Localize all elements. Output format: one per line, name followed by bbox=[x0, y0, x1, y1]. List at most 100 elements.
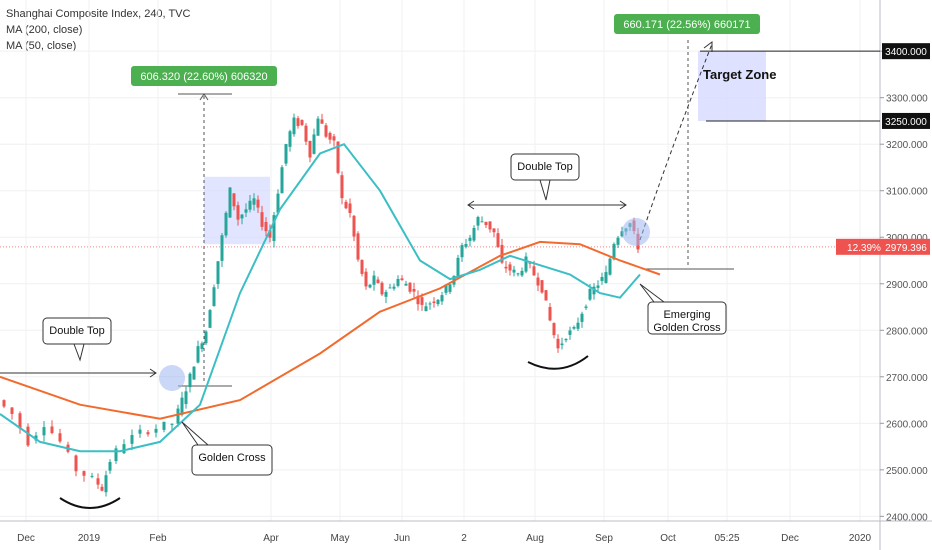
candle-body bbox=[280, 167, 284, 194]
candle-body bbox=[260, 212, 264, 227]
price-tick-label: 2900.000 bbox=[886, 280, 928, 291]
candle-body bbox=[396, 278, 400, 286]
candle-body bbox=[240, 214, 244, 219]
measure2-label-bg bbox=[614, 14, 760, 34]
candle-body bbox=[504, 266, 508, 269]
price-marker-label: 3250.000 bbox=[885, 117, 927, 128]
candle-body bbox=[316, 118, 320, 136]
candle-body bbox=[600, 277, 604, 281]
legend-title: Shanghai Composite Index, 240, TVC bbox=[6, 8, 191, 20]
candle-body bbox=[90, 475, 94, 477]
candle-body bbox=[304, 125, 308, 142]
candle-body bbox=[532, 266, 536, 276]
candle-body bbox=[424, 306, 428, 312]
candle-body bbox=[248, 200, 252, 210]
candle-body bbox=[288, 131, 292, 147]
price-tick-label: 2600.000 bbox=[886, 419, 928, 430]
price-tick-label: 2400.000 bbox=[886, 512, 928, 523]
callout-golden-cross-box bbox=[191, 444, 273, 476]
legend-ma50: MA (50, close) bbox=[6, 40, 77, 52]
highlight-circle-left bbox=[159, 365, 185, 391]
time-tick-label: 2019 bbox=[78, 533, 101, 544]
candle-body bbox=[596, 285, 600, 288]
candle-body bbox=[524, 256, 528, 272]
candle-body bbox=[96, 478, 100, 485]
candle-body bbox=[376, 279, 380, 284]
candle-body bbox=[196, 346, 200, 363]
candle-body bbox=[276, 193, 280, 213]
candle-body bbox=[138, 429, 142, 434]
candle-body bbox=[130, 435, 134, 444]
callout-emerging-golden-cross-tail bbox=[639, 283, 665, 303]
callout-double-top-left-label: Double Top bbox=[49, 325, 104, 337]
candle-body bbox=[560, 343, 564, 346]
candle-body bbox=[26, 426, 30, 446]
candle-body bbox=[552, 323, 556, 336]
candle-body bbox=[268, 230, 272, 238]
time-tick-label: Feb bbox=[149, 533, 167, 544]
candle-body bbox=[244, 209, 248, 213]
double-top-right-arrow-left bbox=[467, 200, 475, 210]
candle-body bbox=[162, 421, 166, 430]
candle-body bbox=[496, 233, 500, 248]
candle-body bbox=[408, 282, 412, 292]
time-tick-label: Jun bbox=[394, 533, 410, 544]
price-tick-label: 2800.000 bbox=[886, 326, 928, 337]
candle-body bbox=[300, 119, 304, 126]
candle-body bbox=[588, 289, 592, 300]
candle-body bbox=[220, 235, 224, 261]
candle-body bbox=[296, 118, 300, 126]
candle-body bbox=[464, 243, 468, 247]
candle-body bbox=[364, 271, 368, 287]
time-tick-label: 2 bbox=[461, 533, 467, 544]
ma200-line bbox=[0, 240, 661, 420]
candle-body bbox=[516, 273, 520, 275]
last-price-pct: 12.39% bbox=[847, 243, 881, 254]
candle-body bbox=[232, 193, 236, 207]
candle-body bbox=[368, 284, 372, 288]
candle-body bbox=[320, 119, 324, 124]
candle-body bbox=[184, 391, 188, 405]
candle-body bbox=[608, 258, 612, 275]
callout-double-top-left-tail bbox=[73, 343, 85, 362]
candle-body bbox=[356, 233, 360, 260]
candle-body bbox=[348, 203, 352, 213]
candle-body bbox=[228, 187, 232, 218]
candle-body bbox=[154, 428, 158, 433]
candle-body bbox=[484, 221, 488, 226]
callout-golden-cross-label: Golden Cross bbox=[198, 452, 266, 464]
price-marker-bg bbox=[882, 43, 930, 60]
price-tick-label: 3100.000 bbox=[886, 187, 928, 198]
callout-double-top-right-tail bbox=[539, 179, 551, 201]
callout-double-top-right-box bbox=[510, 153, 580, 181]
measure1-label-bg bbox=[131, 66, 277, 86]
candle-body bbox=[548, 306, 552, 321]
candle-body bbox=[360, 260, 364, 274]
measure1-arrow bbox=[199, 93, 209, 101]
callout-emerging-golden-cross-box bbox=[647, 301, 727, 335]
candle-body bbox=[472, 227, 476, 241]
callout-emerging-golden-cross-label: Golden Cross bbox=[653, 322, 721, 334]
callout-emerging-golden-cross-label: Emerging bbox=[663, 309, 710, 321]
candle-body bbox=[580, 313, 584, 322]
double-top-left-arrow bbox=[149, 368, 157, 378]
candle-body bbox=[312, 134, 316, 154]
candle-body bbox=[512, 269, 516, 273]
candle-body bbox=[564, 338, 568, 341]
candle-body bbox=[100, 486, 104, 491]
candle-body bbox=[436, 299, 440, 305]
candle-body bbox=[236, 205, 240, 220]
price-marker-label: 3400.000 bbox=[885, 47, 927, 58]
candle-body bbox=[488, 221, 492, 230]
candle-body bbox=[556, 338, 560, 349]
candle-body bbox=[520, 270, 524, 276]
candle-body bbox=[10, 407, 14, 414]
candle-body bbox=[308, 140, 312, 158]
candle-body bbox=[170, 423, 174, 425]
candle-body bbox=[212, 287, 216, 306]
candle-body bbox=[584, 306, 588, 308]
time-tick-label: Apr bbox=[263, 533, 279, 544]
candle-body bbox=[404, 283, 408, 286]
candle-body bbox=[324, 125, 328, 137]
